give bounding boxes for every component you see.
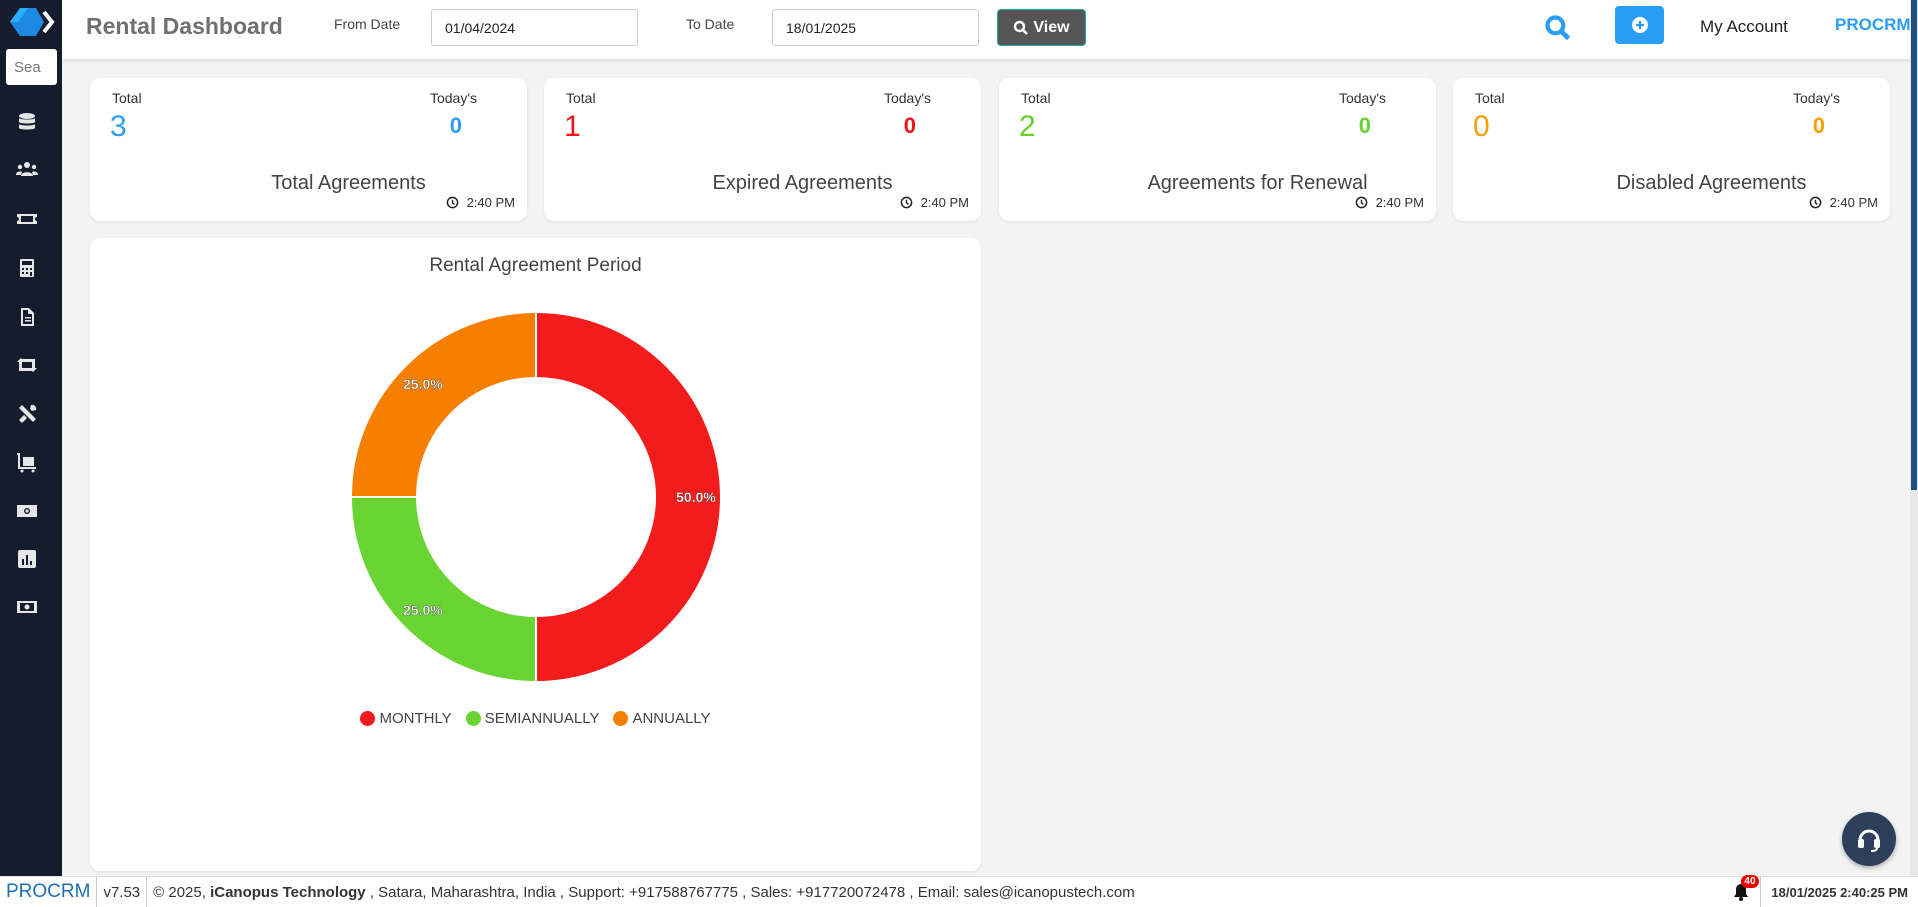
todays-count: 0 (1358, 113, 1371, 138)
donut-slice-semiannually[interactable] (349, 496, 537, 684)
page-scrollbar[interactable] (1910, 0, 1918, 876)
slice-data-label: 25.0% (403, 602, 443, 618)
legend-marker (360, 711, 376, 726)
legend-label: SEMIANNUALLY (484, 710, 600, 727)
clock-icon (1355, 196, 1367, 209)
donut-chart: 50.0% 25.0% 25.0% (349, 310, 722, 684)
legend-label: MONTHLY (379, 710, 452, 727)
time-value: 2:40 PM (1375, 195, 1424, 210)
notification-count-badge: 40 (1741, 875, 1759, 888)
luggage-cart-icon[interactable] (15, 450, 39, 474)
search-icon (1014, 20, 1029, 35)
sidebar (0, 0, 62, 876)
clock-icon (446, 196, 458, 209)
legend-marker (613, 711, 629, 726)
view-label: View (1033, 18, 1070, 36)
view-button[interactable]: View (997, 9, 1086, 46)
my-account-link[interactable]: My Account (1700, 17, 1788, 36)
database-icon[interactable] (15, 110, 39, 134)
time-value: 2:40 PM (466, 195, 515, 210)
stat-card[interactable]: Total Today's 3 0 Total Agreements 2:40 … (90, 78, 527, 221)
donut-slice-annually[interactable] (349, 310, 537, 498)
footer-brand: PROCRM (0, 877, 98, 907)
todays-label: Today's (1792, 90, 1840, 106)
footer: PROCRM v7.53 © 2025, iCanopus Technology… (0, 875, 1918, 907)
total-label: Total (566, 90, 596, 106)
money-bill-icon[interactable] (15, 499, 39, 523)
scrollbar-thumb[interactable] (1911, 0, 1917, 490)
card-time: 2:40 PM (1355, 195, 1424, 210)
company-name: iCanopus Technology (210, 883, 366, 901)
total-label: Total (1021, 90, 1051, 106)
users-icon[interactable] (15, 158, 39, 182)
brand-link[interactable]: PROCRM (1835, 15, 1911, 34)
stat-card[interactable]: Total Today's 0 0 Disabled Agreements 2:… (1453, 78, 1890, 221)
money-icon[interactable] (15, 595, 39, 619)
calculator-icon[interactable] (15, 256, 39, 280)
ticket-icon[interactable] (15, 207, 39, 231)
sidebar-search-input[interactable] (6, 49, 57, 85)
document-icon[interactable] (15, 305, 39, 329)
card-time: 2:40 PM (1809, 195, 1878, 210)
card-time: 2:40 PM (446, 195, 515, 210)
time-value: 2:40 PM (1829, 195, 1878, 210)
copyright: © 2025, (153, 883, 211, 901)
slice-data-label: 50.0% (676, 489, 716, 505)
time-value: 2:40 PM (920, 195, 969, 210)
tools-icon[interactable] (15, 402, 39, 426)
to-date-label: To Date (686, 16, 735, 32)
contact-info: , Satara, Maharashtra, India , Support: … (365, 883, 1135, 901)
footer-info: © 2025, iCanopus Technology , Satara, Ma… (147, 884, 1135, 901)
footer-datetime: 18/01/2025 2:40:25 PM (1771, 884, 1908, 900)
total-count: 1 (564, 110, 581, 143)
from-date-input[interactable] (431, 9, 638, 46)
notifications-button[interactable]: 40 (1721, 875, 1762, 907)
total-count: 0 (1473, 110, 1490, 143)
legend-item[interactable]: SEMIANNUALLY (465, 710, 600, 727)
card-title: Total Agreements (271, 172, 426, 194)
retweet-icon[interactable] (15, 353, 39, 377)
stat-card[interactable]: Total Today's 1 0 Expired Agreements 2:4… (544, 78, 981, 221)
card-title: Expired Agreements (712, 172, 893, 194)
help-support-button[interactable] (1842, 812, 1896, 866)
legend-item[interactable]: MONTHLY (360, 710, 452, 727)
todays-count: 0 (1812, 113, 1825, 138)
todays-label: Today's (883, 90, 931, 106)
card-title: Disabled Agreements (1616, 172, 1807, 194)
total-count: 2 (1019, 110, 1036, 143)
donut-slice-monthly[interactable] (535, 310, 722, 684)
slice-data-label: 25.0% (403, 376, 443, 392)
rental-agreement-period-chart: Rental Agreement Period 50.0% 25.0% 25.0% … (90, 238, 981, 871)
todays-count: 0 (903, 113, 916, 138)
legend-label: ANNUALLY (632, 710, 711, 727)
page-title: Rental Dashboard (86, 13, 283, 39)
header-search-icon[interactable] (1544, 14, 1572, 42)
todays-label: Today's (1338, 90, 1386, 106)
chart-bar-icon[interactable] (15, 547, 39, 571)
footer-version: v7.53 (97, 877, 148, 907)
card-time: 2:40 PM (900, 195, 969, 210)
headset-icon (1858, 829, 1880, 852)
to-date-input[interactable] (772, 9, 979, 46)
plus-circle-icon (1631, 17, 1648, 33)
todays-label: Today's (429, 90, 477, 106)
legend-marker (465, 711, 481, 726)
todays-count: 0 (449, 113, 462, 138)
header: Rental Dashboard From Date To Date View … (62, 0, 1911, 59)
clock-icon (1809, 196, 1821, 209)
from-date-label: From Date (334, 16, 401, 32)
legend-item[interactable]: ANNUALLY (613, 710, 711, 727)
logo-icon[interactable] (6, 4, 56, 40)
total-label: Total (112, 90, 142, 106)
add-button[interactable] (1615, 6, 1664, 44)
chart-legend: MONTHLY SEMIANNUALLY ANNUALLY (90, 710, 981, 727)
clock-icon (900, 196, 912, 209)
chart-title: Rental Agreement Period (429, 255, 642, 276)
total-count: 3 (110, 110, 127, 143)
stat-card[interactable]: Total Today's 2 0 Agreements for Renewal… (999, 78, 1436, 221)
card-title: Agreements for Renewal (1147, 172, 1368, 194)
total-label: Total (1475, 90, 1505, 106)
